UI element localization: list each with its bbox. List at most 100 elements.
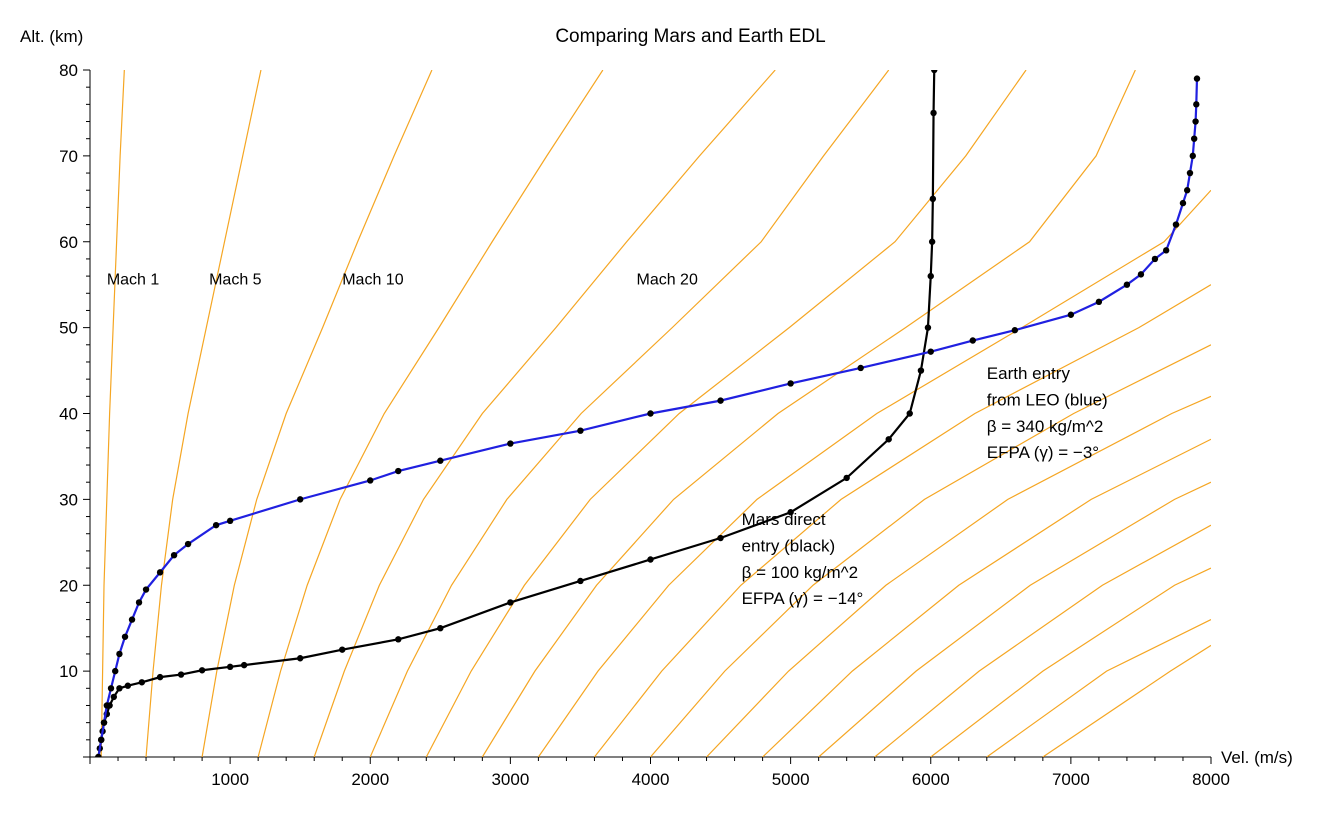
earth-marker <box>104 702 110 708</box>
x-tick-label: 4000 <box>632 770 670 789</box>
y-tick-label: 60 <box>59 233 78 252</box>
mars-marker <box>339 646 345 652</box>
y-tick-label: 10 <box>59 662 78 681</box>
earth-annotation: Earth entry <box>987 364 1071 383</box>
earth-marker <box>1180 200 1186 206</box>
earth-marker <box>297 496 303 502</box>
earth-marker <box>1152 256 1158 262</box>
earth-marker <box>116 651 122 657</box>
x-tick-label: 1000 <box>211 770 249 789</box>
earth-marker <box>122 634 128 640</box>
earth-annotation: from LEO (blue) <box>987 391 1108 410</box>
earth-marker <box>1173 221 1179 227</box>
mach-curve <box>875 525 1211 757</box>
earth-marker <box>857 365 863 371</box>
mars-marker <box>125 683 131 689</box>
mach-curve <box>426 70 1026 757</box>
mars-marker <box>111 694 117 700</box>
y-axis-label: Alt. (km) <box>20 27 83 46</box>
mars-marker <box>241 662 247 668</box>
earth-marker <box>95 754 101 760</box>
mars-marker <box>907 410 913 416</box>
earth-marker <box>1138 271 1144 277</box>
x-tick-label: 2000 <box>351 770 389 789</box>
earth-marker <box>1191 136 1197 142</box>
mars-marker <box>507 599 513 605</box>
earth-marker <box>1192 118 1198 124</box>
earth-marker <box>367 477 373 483</box>
earth-marker <box>1193 101 1199 107</box>
edl-chart: Comparing Mars and Earth EDL Alt. (km) Vel… <box>0 0 1331 817</box>
mars-marker <box>930 196 936 202</box>
mars-marker <box>717 535 723 541</box>
mach-curve <box>819 482 1211 757</box>
y-tick-label: 50 <box>59 319 78 338</box>
x-tick-label: 5000 <box>772 770 810 789</box>
mars-marker <box>395 636 401 642</box>
earth-marker <box>213 522 219 528</box>
x-tick-label: 7000 <box>1052 770 1090 789</box>
earth-marker <box>157 569 163 575</box>
mach-curve <box>594 285 1211 757</box>
y-tick-label: 80 <box>59 61 78 80</box>
mars-annotation: entry (black) <box>742 536 836 555</box>
mars-marker <box>918 367 924 373</box>
mars-marker <box>577 578 583 584</box>
mach-curve <box>1043 645 1211 757</box>
chart-title: Comparing Mars and Earth EDL <box>555 26 825 47</box>
earth-marker <box>928 348 934 354</box>
mars-marker <box>227 664 233 670</box>
mach-label: Mach 20 <box>636 272 697 289</box>
mars-marker <box>843 475 849 481</box>
earth-marker <box>112 668 118 674</box>
earth-marker <box>1124 281 1130 287</box>
mach-label: Mach 1 <box>107 272 160 289</box>
mach-label: Mach 10 <box>342 272 403 289</box>
earth-marker <box>136 599 142 605</box>
mars-marker <box>647 556 653 562</box>
mach-label: Mach 5 <box>209 272 262 289</box>
mars-annotation: β = 100 kg/m^2 <box>742 563 859 582</box>
mars-marker <box>925 324 931 330</box>
x-tick-label: 3000 <box>491 770 529 789</box>
mars-marker <box>437 625 443 631</box>
earth-marker <box>787 380 793 386</box>
earth-marker <box>129 616 135 622</box>
mars-marker <box>139 679 145 685</box>
mars-annotation: Mars direct <box>742 510 826 529</box>
earth-marker <box>437 458 443 464</box>
earth-marker <box>143 586 149 592</box>
mars-marker <box>886 436 892 442</box>
y-tick-label: 40 <box>59 405 78 424</box>
y-tick-label: 30 <box>59 490 78 509</box>
mach-curve <box>931 568 1211 757</box>
earth-marker <box>227 518 233 524</box>
mach-curve <box>258 70 603 757</box>
mach-curve <box>370 70 888 757</box>
mach-curve <box>314 70 775 757</box>
mars-marker <box>928 273 934 279</box>
plot-area <box>95 67 1211 760</box>
x-tick-label: 8000 <box>1192 770 1230 789</box>
earth-marker <box>577 427 583 433</box>
earth-annotation: EFPA (γ) = −3° <box>987 443 1099 462</box>
earth-marker <box>1012 327 1018 333</box>
mars-marker <box>157 674 163 680</box>
earth-marker <box>108 685 114 691</box>
earth-marker <box>1194 75 1200 81</box>
mars-marker <box>297 655 303 661</box>
y-tick-label: 20 <box>59 576 78 595</box>
mars-marker <box>178 671 184 677</box>
mars-marker <box>199 667 205 673</box>
earth-marker <box>1187 170 1193 176</box>
x-axis-label: Vel. (m/s) <box>1221 748 1293 767</box>
earth-marker <box>171 552 177 558</box>
mach-curve <box>651 345 1212 757</box>
mars-marker <box>116 685 122 691</box>
earth-marker <box>647 410 653 416</box>
mars-marker <box>929 239 935 245</box>
earth-marker <box>1096 299 1102 305</box>
earth-marker <box>1190 153 1196 159</box>
earth-marker <box>717 397 723 403</box>
mars-marker <box>931 67 937 73</box>
